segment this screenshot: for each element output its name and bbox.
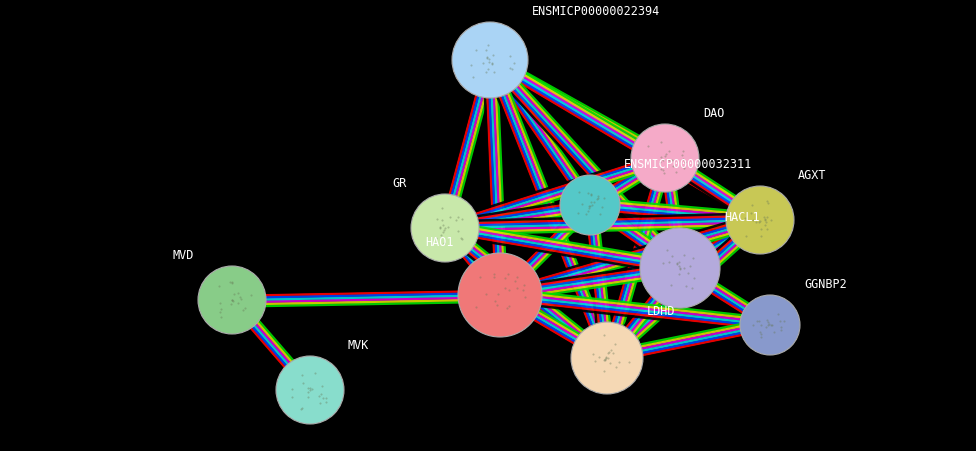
Text: HAO1: HAO1: [426, 236, 454, 249]
Text: MVK: MVK: [348, 339, 369, 352]
Circle shape: [640, 228, 720, 308]
Circle shape: [452, 22, 528, 98]
Text: GGNBP2: GGNBP2: [804, 278, 847, 291]
Text: LDHD: LDHD: [647, 305, 675, 318]
Circle shape: [411, 194, 479, 262]
Text: HACL1: HACL1: [724, 211, 759, 224]
Text: ENSMICP00000022394: ENSMICP00000022394: [532, 5, 660, 18]
Text: AGXT: AGXT: [798, 169, 827, 182]
Circle shape: [560, 175, 620, 235]
Circle shape: [571, 322, 643, 394]
Text: ENSMICP00000032311: ENSMICP00000032311: [624, 158, 752, 171]
Circle shape: [458, 253, 542, 337]
Text: MVD: MVD: [173, 249, 194, 262]
Text: DAO: DAO: [703, 107, 724, 120]
Circle shape: [740, 295, 800, 355]
Circle shape: [198, 266, 266, 334]
Circle shape: [726, 186, 794, 254]
Text: GR: GR: [392, 177, 407, 190]
Circle shape: [276, 356, 344, 424]
Circle shape: [631, 124, 699, 192]
